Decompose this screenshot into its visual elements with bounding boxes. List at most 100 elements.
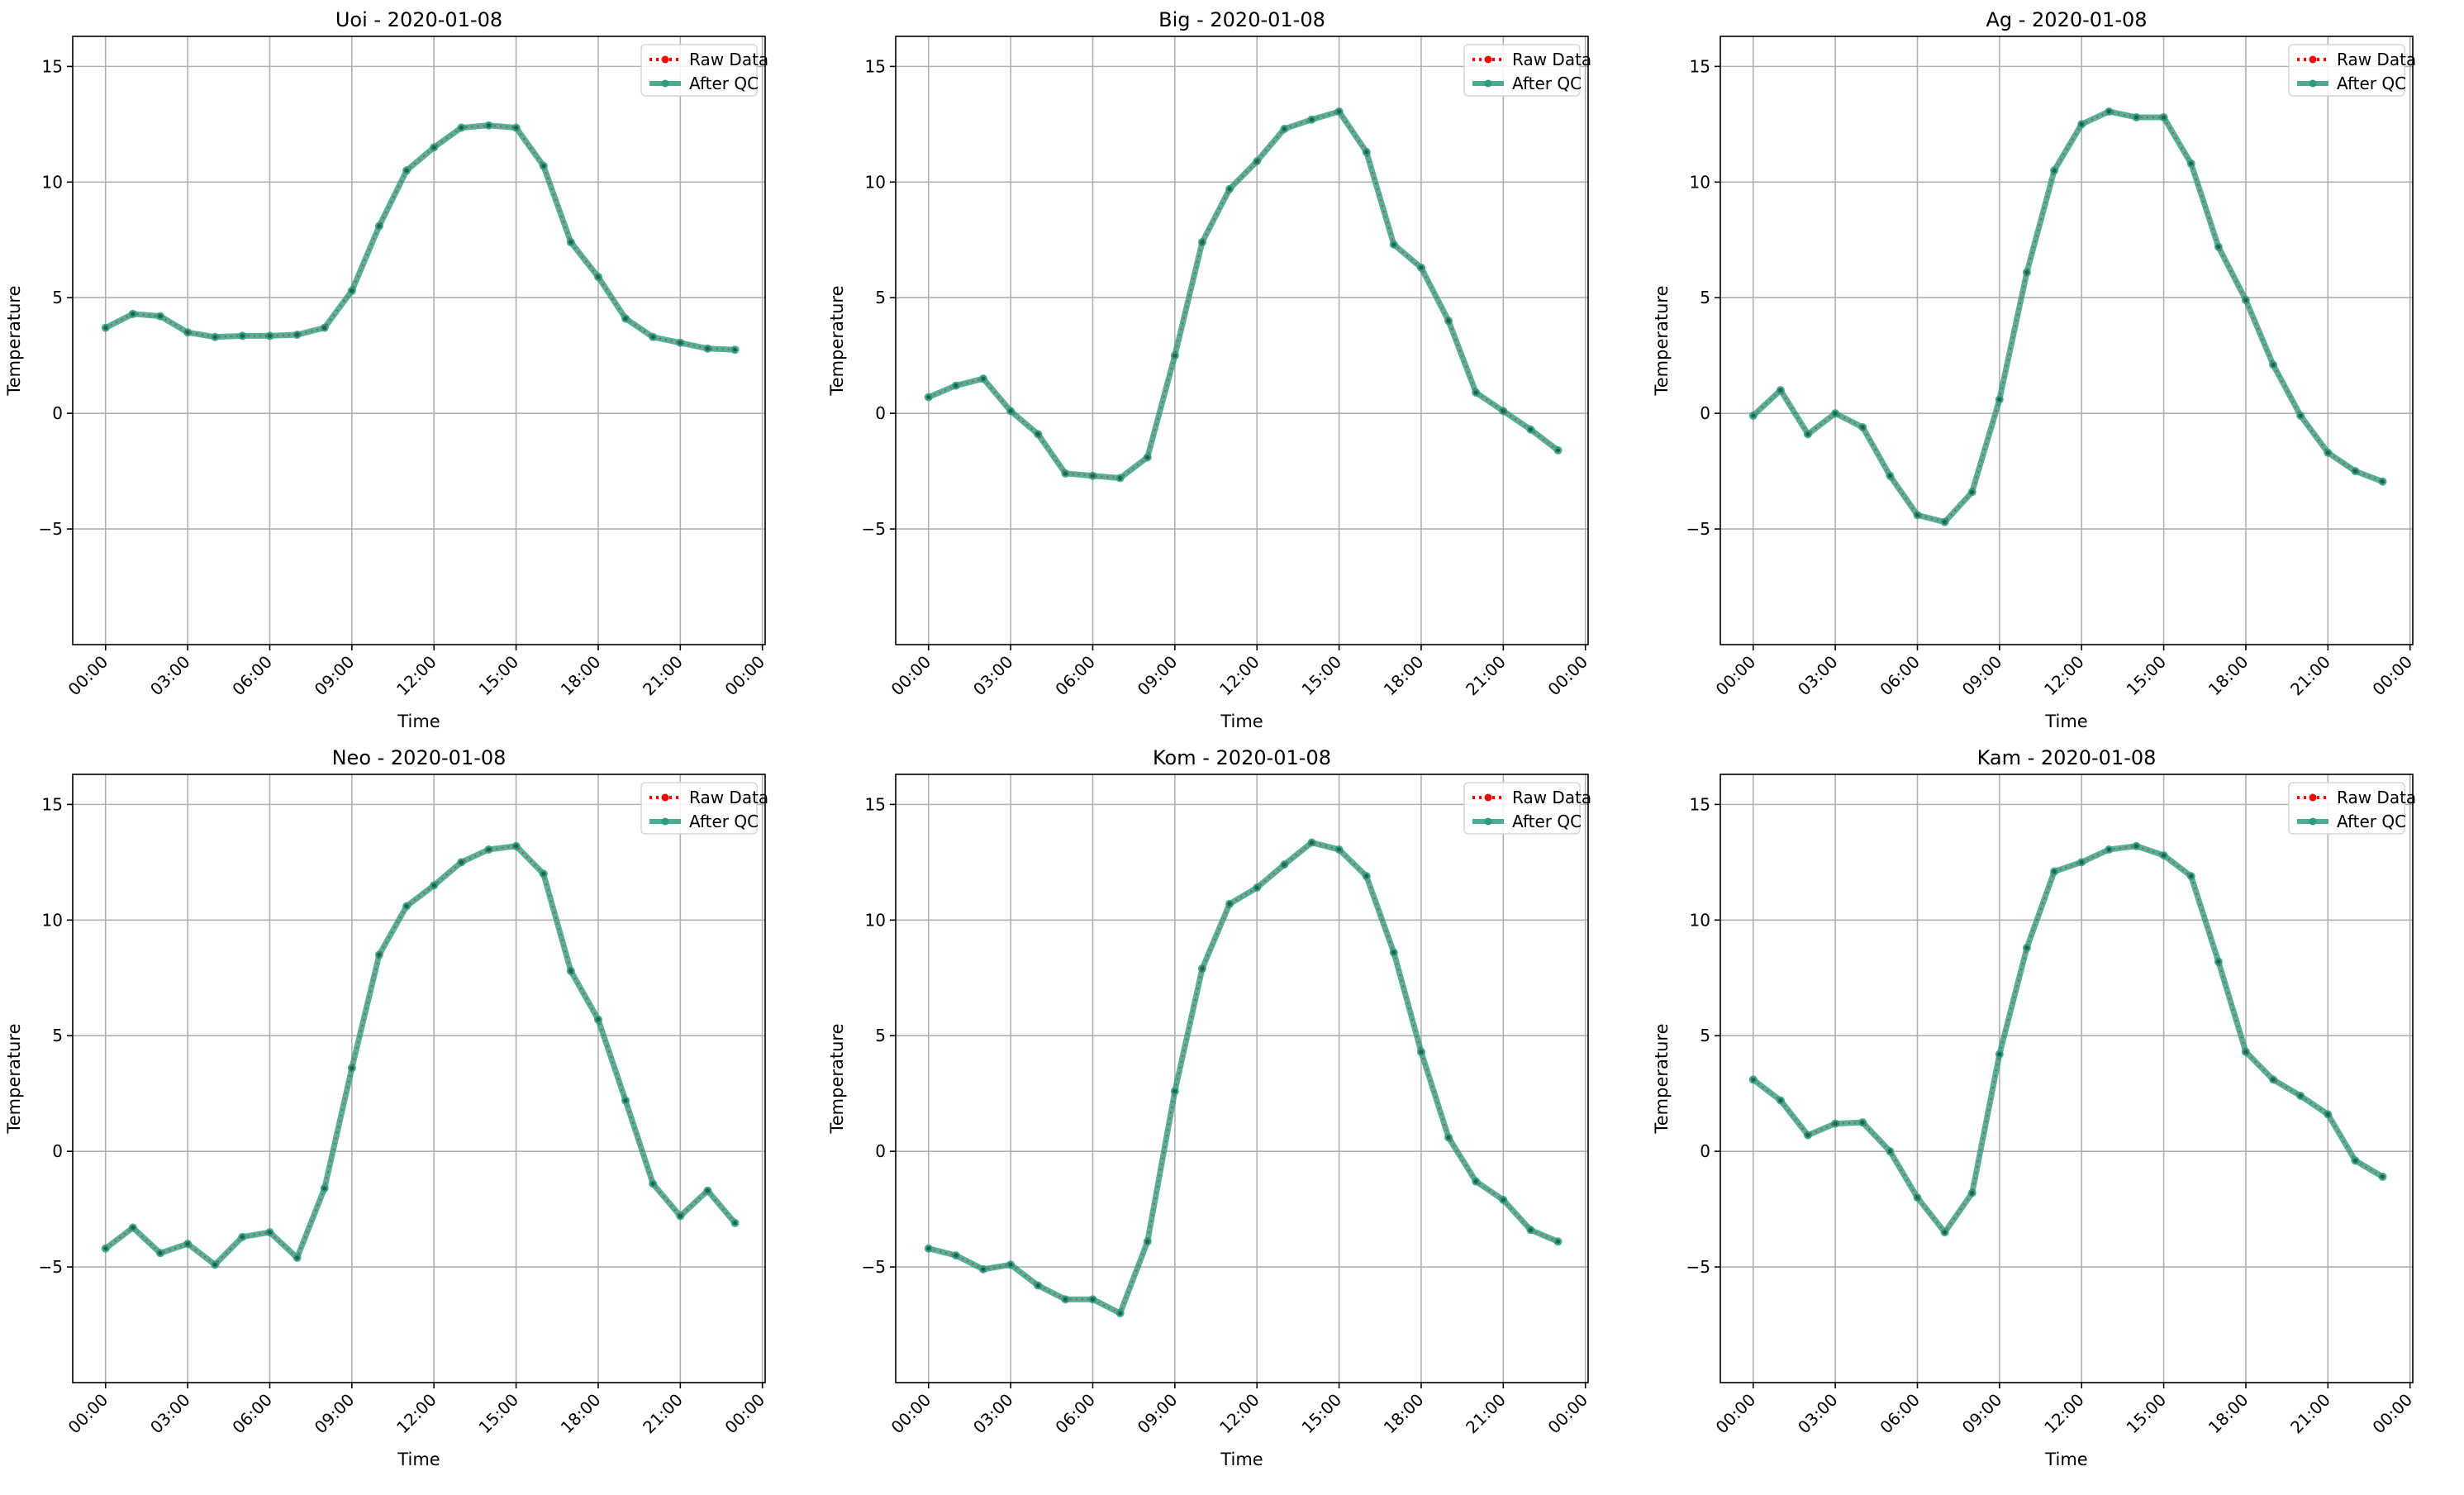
raw-point (267, 333, 273, 339)
x-tick-label: 12:00 (392, 652, 440, 700)
raw-point (1063, 471, 1068, 476)
axes-frame (1720, 774, 2414, 1383)
x-tick-label: 00:00 (1544, 652, 1591, 700)
raw-point (1751, 413, 1756, 418)
raw-point (1915, 1195, 1920, 1200)
x-axis-label: Time (397, 1450, 440, 1469)
raw-point (1309, 117, 1315, 122)
raw-point (1419, 1050, 1424, 1055)
raw-point (2161, 115, 2167, 120)
x-axis-label: Time (2044, 1450, 2087, 1469)
x-tick-label: 18:00 (2205, 1390, 2252, 1438)
chart-title: Ag - 2020-01-08 (1986, 8, 2147, 31)
raw-point (1501, 1197, 1506, 1202)
raw-point (2161, 853, 2167, 858)
y-tick-label: −5 (1686, 1257, 1710, 1277)
legend-raw-label: Raw Data (689, 50, 768, 69)
grid (896, 774, 1588, 1383)
raw-point (2352, 1158, 2358, 1163)
legend: Raw Data After QC (1463, 782, 1591, 835)
y-tick-label: −5 (1686, 519, 1710, 539)
legend-qc-marker (2309, 817, 2317, 826)
x-tick-label: 18:00 (557, 652, 605, 700)
raw-point (1446, 318, 1451, 323)
raw-point (486, 123, 492, 128)
legend: Raw Data After QC (2288, 782, 2416, 835)
raw-point (350, 1065, 354, 1071)
x-tick-label: 09:00 (1134, 1390, 1182, 1438)
y-tick-label: −5 (862, 519, 886, 539)
raw-point (2325, 450, 2330, 455)
raw-point (981, 376, 986, 381)
y-tick-label: 0 (1700, 403, 1710, 423)
x-tick-label: 09:00 (311, 1390, 359, 1438)
raw-point (926, 1246, 931, 1251)
axes-frame (72, 774, 766, 1383)
raw-point (1090, 1297, 1096, 1302)
y-tick-label: 0 (1700, 1141, 1710, 1161)
x-tick-label: 15:00 (2122, 652, 2170, 700)
x-tick-label: 09:00 (1958, 1390, 2006, 1438)
x-axis-label: Time (397, 712, 440, 731)
x-tick-label: 00:00 (64, 652, 112, 700)
y-tick-label: 5 (875, 288, 886, 307)
y-axis-label: Temperature (827, 285, 847, 396)
legend: Raw Data After QC (640, 44, 768, 97)
x-tick-label: 06:00 (1876, 1390, 1924, 1438)
y-tick-label: 10 (865, 910, 886, 930)
raw-point (981, 1267, 986, 1272)
raw-point (1364, 150, 1369, 155)
x-tick-label: 21:00 (2286, 652, 2334, 700)
raw-point (926, 394, 931, 400)
raw-point (1200, 240, 1205, 245)
raw-point (678, 1213, 683, 1219)
axes-frame (895, 36, 1589, 645)
raw-series-markers (1751, 109, 2386, 525)
legend: Raw Data After QC (1463, 44, 1591, 97)
y-tick-label: −5 (39, 1257, 63, 1277)
y-tick-label: −5 (39, 519, 63, 539)
raw-point (1419, 265, 1424, 270)
raw-point (732, 1221, 738, 1226)
raw-point (158, 314, 163, 319)
raw-point (1063, 1297, 1068, 1302)
raw-point (1997, 1052, 2002, 1057)
qc-series-line (1751, 108, 2384, 526)
x-tick-label: 15:00 (2122, 1390, 2170, 1438)
chart-panel: 00:00 03:00 06:00 09:00 12:00 15:00 18:00 21:00… (1652, 8, 2416, 731)
qc-series-line (927, 108, 1560, 482)
raw-point (2024, 945, 2029, 950)
raw-point (596, 1017, 601, 1022)
raw-point (1309, 840, 1315, 845)
raw-point (404, 903, 409, 909)
raw-point (650, 335, 655, 340)
y-tick-label: 5 (875, 1026, 886, 1045)
raw-point (541, 871, 546, 876)
y-tick-label: 15 (1690, 56, 1710, 76)
raw-point (2024, 269, 2029, 275)
y-tick-label: 10 (42, 910, 63, 930)
y-tick-label: 15 (1690, 794, 1710, 814)
raw-point (295, 332, 300, 337)
raw-point (2243, 1050, 2248, 1055)
y-tick-label: 0 (52, 1141, 63, 1161)
chart-title: Kom - 2020-01-08 (1153, 746, 1331, 769)
raw-point (1805, 1132, 1810, 1138)
y-axis-label: Temperature (1652, 1023, 1672, 1134)
raw-point (2189, 161, 2194, 166)
raw-point (1555, 1239, 1561, 1244)
y-tick-label: 5 (1700, 1026, 1710, 1045)
raw-point (486, 847, 492, 852)
legend-qc-label: After QC (2337, 812, 2406, 831)
legend-qc-label: After QC (1512, 812, 1582, 831)
raw-point (1254, 885, 1259, 890)
raw-point (1035, 431, 1040, 436)
raw-point (103, 1246, 108, 1251)
raw-point (1528, 1227, 1534, 1232)
raw-point (1860, 1120, 1865, 1125)
legend: Raw Data After QC (2288, 44, 2416, 97)
raw-point (377, 952, 382, 957)
raw-point (2106, 847, 2111, 852)
x-tick-label: 15:00 (1297, 652, 1345, 700)
x-tick-label: 18:00 (557, 1390, 605, 1438)
